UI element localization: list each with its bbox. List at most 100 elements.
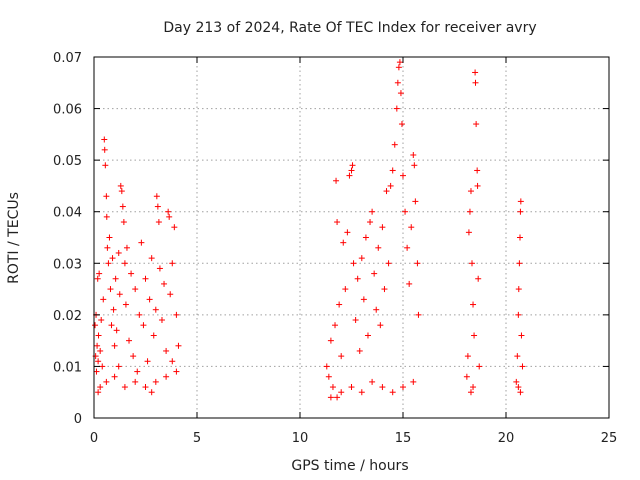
data-point: [516, 260, 523, 267]
data-point: [369, 378, 376, 385]
data-point: [154, 203, 161, 210]
x-tick-label: 15: [395, 431, 412, 446]
data-point: [110, 306, 117, 313]
data-point: [173, 311, 180, 318]
grid-lines: [94, 57, 609, 418]
data-point: [134, 368, 141, 375]
data-point: [115, 249, 122, 256]
y-axis-label: ROTI / TECUs: [6, 192, 22, 284]
data-point: [513, 378, 520, 385]
data-point: [367, 219, 374, 226]
data-point: [383, 188, 390, 195]
data-point: [118, 188, 125, 195]
data-point: [356, 347, 363, 354]
data-point: [144, 358, 151, 365]
data-point: [171, 224, 178, 231]
data-points: [92, 59, 526, 401]
data-point: [334, 394, 341, 401]
y-tick-label: 0.04: [53, 206, 82, 221]
data-point: [354, 275, 361, 282]
x-tick-labels: 0 5 10 15 20 25: [90, 431, 617, 446]
data-point: [375, 244, 382, 251]
data-point: [348, 167, 355, 174]
data-point: [166, 213, 173, 220]
data-point: [411, 162, 418, 169]
data-point: [142, 275, 149, 282]
data-point: [515, 384, 522, 391]
data-point: [156, 265, 163, 272]
data-point: [120, 219, 127, 226]
data-point: [175, 342, 182, 349]
data-point: [393, 105, 400, 112]
data-point: [464, 353, 471, 360]
data-point: [514, 353, 521, 360]
data-point: [122, 301, 129, 308]
data-point: [152, 306, 159, 313]
data-point: [397, 90, 404, 97]
x-tick-label: 0: [90, 431, 98, 446]
data-point: [406, 280, 413, 287]
data-point: [150, 332, 157, 339]
data-point: [387, 182, 394, 189]
data-point: [148, 389, 155, 396]
data-point: [334, 219, 341, 226]
data-point: [471, 332, 478, 339]
y-tick-label: 0.01: [53, 360, 82, 375]
data-point: [338, 353, 345, 360]
data-point: [152, 378, 159, 385]
data-point: [327, 394, 334, 401]
data-point: [95, 389, 102, 396]
data-point: [102, 162, 109, 169]
data-point: [140, 322, 147, 329]
data-point: [111, 373, 118, 380]
data-point: [362, 234, 369, 241]
data-point: [360, 296, 367, 303]
data-point: [342, 286, 349, 293]
data-point: [377, 322, 384, 329]
data-point: [126, 337, 133, 344]
data-point: [515, 311, 522, 318]
data-point: [389, 389, 396, 396]
chart-title: Day 213 of 2024, Rate Of TEC Index for r…: [163, 20, 536, 36]
data-point: [346, 172, 353, 179]
data-point: [333, 177, 340, 184]
data-point: [410, 378, 417, 385]
data-point: [101, 146, 108, 153]
data-point: [348, 384, 355, 391]
data-point: [472, 69, 479, 76]
data-point: [123, 244, 130, 251]
data-point: [476, 363, 483, 370]
data-point: [473, 121, 480, 128]
data-point: [104, 244, 111, 251]
data-point: [165, 208, 172, 215]
data-point: [163, 347, 170, 354]
data-point: [515, 286, 522, 293]
axis-ticks: [93, 56, 610, 419]
data-point: [336, 301, 343, 308]
y-tick-label: 0.06: [53, 103, 82, 118]
data-point: [408, 224, 415, 231]
data-point: [121, 384, 128, 391]
y-tick-label: 0.02: [53, 309, 82, 324]
data-point: [465, 229, 472, 236]
data-point: [518, 332, 525, 339]
data-point: [398, 121, 405, 128]
data-point: [358, 255, 365, 262]
data-point: [95, 332, 102, 339]
data-point: [400, 172, 406, 179]
data-point: [111, 342, 118, 349]
data-point: [394, 79, 401, 86]
data-point: [101, 136, 108, 143]
data-point: [389, 167, 396, 174]
data-point: [112, 275, 119, 282]
data-point: [349, 162, 356, 169]
data-point: [373, 306, 380, 313]
data-point: [97, 384, 104, 391]
data-point: [108, 322, 115, 329]
data-point: [410, 151, 417, 158]
data-point: [113, 327, 120, 334]
data-point: [119, 203, 126, 210]
data-point: [155, 219, 162, 226]
data-point: [395, 64, 402, 71]
